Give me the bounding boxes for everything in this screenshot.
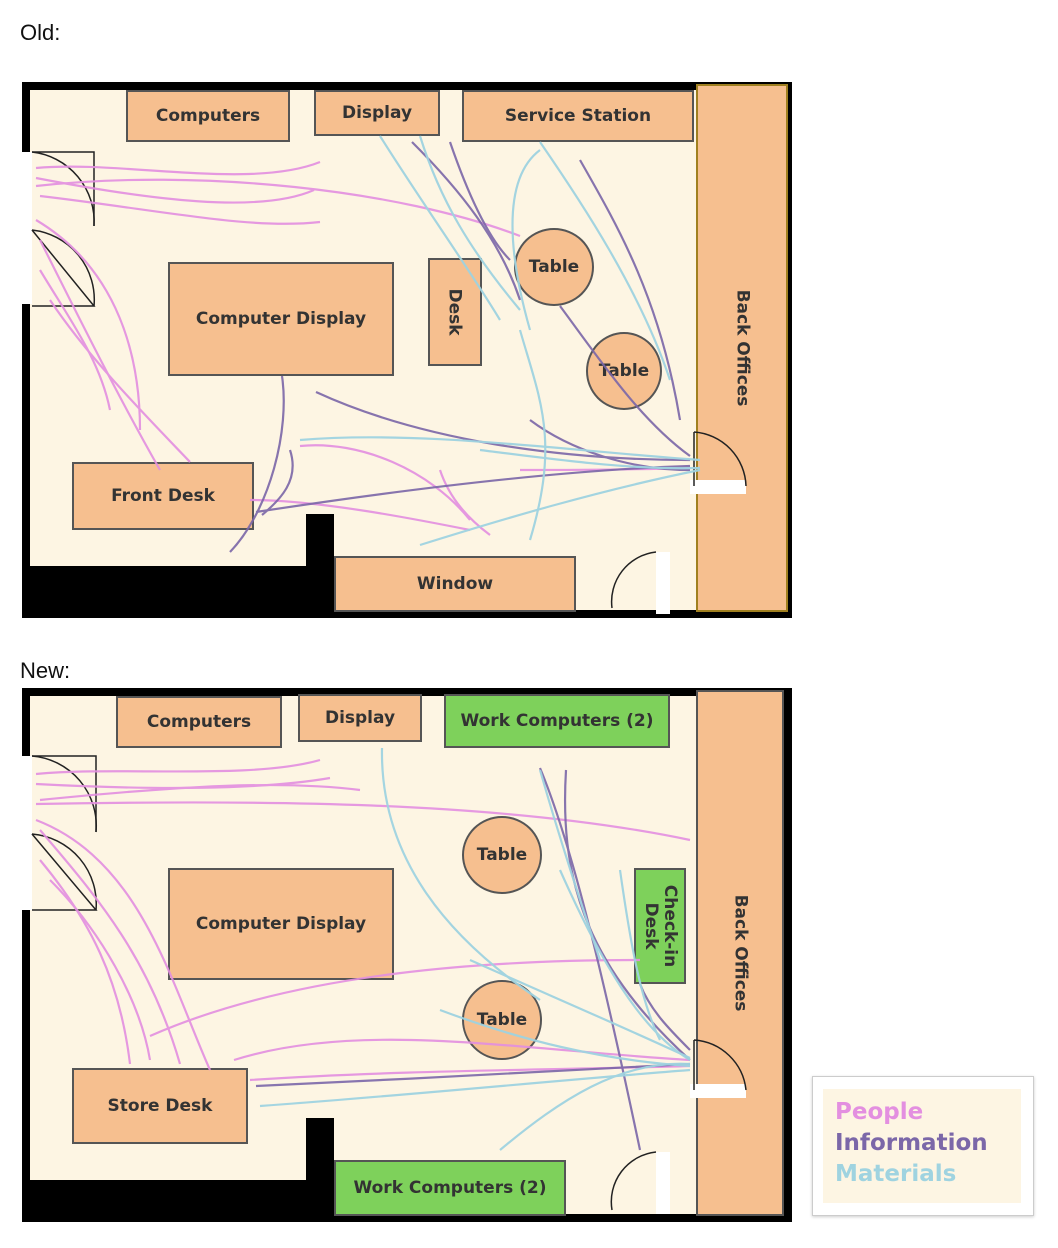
door-arc: [693, 1039, 747, 1091]
new-materials-flows: [259, 747, 691, 1151]
new-wall-stub: [306, 1118, 334, 1184]
new-computer-display: Computer Display: [168, 868, 394, 980]
old-back-offices: Back Offices: [696, 84, 788, 612]
new-people-flows: [35, 758, 691, 1082]
new-display: Display: [298, 694, 422, 742]
new-right-door-gap: [690, 1084, 746, 1098]
old-information-flows: [229, 141, 691, 553]
door-arc: [31, 151, 95, 227]
old-wall-stub: [306, 514, 334, 574]
old-computers: Computers: [126, 90, 290, 142]
old-bottom-door-gap: [656, 552, 670, 614]
legend-information: Information: [835, 1130, 988, 1156]
legend-materials: Materials: [835, 1161, 957, 1187]
legend-box: People Information Materials: [823, 1089, 1021, 1203]
old-service-station: Service Station: [462, 90, 694, 142]
door-arc: [31, 229, 96, 307]
old-display: Display: [314, 90, 440, 136]
door-arc: [32, 151, 95, 226]
new-check-in-desk: Check-in Desk: [634, 868, 686, 984]
new-bottom-door-gap: [656, 1152, 670, 1214]
door-arcs: [31, 151, 747, 1211]
new-left-door-gap: [20, 756, 32, 910]
door-arc: [32, 755, 97, 832]
new-label: New:: [20, 658, 71, 683]
legend-people: People: [835, 1099, 924, 1125]
old-wall-bottom-left: [28, 566, 334, 612]
old-front-desk: Front Desk: [72, 462, 254, 530]
new-work-computers-top: Work Computers (2): [444, 694, 670, 748]
new-table-1: Table: [462, 816, 542, 894]
new-computers: Computers: [116, 696, 282, 748]
old-materials-flows: [299, 135, 701, 547]
new-wall-bottom-left: [28, 1180, 334, 1216]
legend: People Information Materials: [812, 1076, 1034, 1216]
door-arc: [31, 755, 98, 833]
door-arc: [610, 1151, 657, 1211]
new-store-desk: Store Desk: [72, 1068, 248, 1144]
old-left-door-gap: [20, 152, 32, 304]
new-work-computers-bottom: Work Computers (2): [334, 1160, 566, 1216]
old-window: Window: [334, 556, 576, 612]
door-arc: [693, 431, 747, 487]
old-label: Old:: [20, 20, 61, 45]
new-back-offices: Back Offices: [696, 690, 784, 1216]
old-computer-display: Computer Display: [168, 262, 394, 376]
old-right-door-gap: [690, 480, 746, 494]
door-arc: [610, 551, 657, 609]
